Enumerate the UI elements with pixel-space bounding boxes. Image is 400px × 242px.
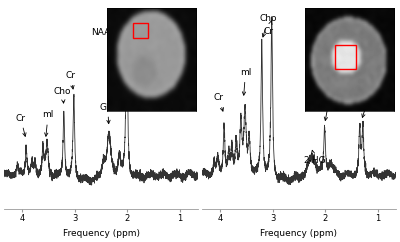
Text: Lac: Lac (362, 90, 378, 117)
Text: mI: mI (42, 110, 54, 136)
Text: Cr: Cr (214, 93, 224, 111)
Text: Cr: Cr (16, 113, 26, 136)
Text: Glu: Glu (100, 103, 115, 124)
Text: Cr: Cr (66, 71, 76, 89)
Text: Cho: Cho (54, 87, 72, 103)
Text: 2-HG: 2-HG (303, 150, 326, 165)
Text: NAA: NAA (320, 93, 339, 121)
X-axis label: Frequency (ppm): Frequency (ppm) (62, 229, 140, 238)
X-axis label: Frequency (ppm): Frequency (ppm) (260, 229, 338, 238)
Text: Cho: Cho (260, 14, 277, 37)
Text: NAA: NAA (92, 22, 123, 37)
Text: mI: mI (240, 68, 251, 95)
Text: Cr: Cr (263, 21, 273, 36)
